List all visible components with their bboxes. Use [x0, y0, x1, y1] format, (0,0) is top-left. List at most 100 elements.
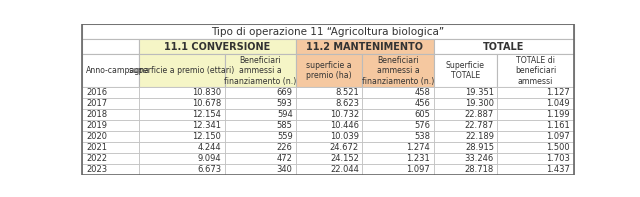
Text: 19.300: 19.300: [465, 99, 494, 108]
Bar: [83, 131, 139, 142]
Bar: [433, 131, 497, 142]
Text: 1.199: 1.199: [547, 110, 570, 119]
Text: 22.887: 22.887: [465, 110, 494, 119]
Text: 10.039: 10.039: [330, 132, 359, 141]
Bar: [362, 153, 433, 164]
Bar: [225, 54, 296, 87]
Text: Tipo di operazione 11 “Agricoltura biologica”: Tipo di operazione 11 “Agricoltura biolo…: [211, 27, 445, 37]
Bar: [139, 54, 225, 87]
Bar: [225, 153, 296, 164]
Text: 22.044: 22.044: [330, 165, 359, 174]
Text: Beneficiari
ammessi a
finanziamento (n.): Beneficiari ammessi a finanziamento (n.): [362, 56, 434, 85]
Text: 1.049: 1.049: [547, 99, 570, 108]
Bar: [83, 109, 139, 120]
Bar: [296, 142, 362, 153]
Text: TOTALE di
beneficiari
ammessi: TOTALE di beneficiari ammessi: [515, 56, 556, 85]
Text: 538: 538: [414, 132, 430, 141]
Text: 12.341: 12.341: [193, 121, 221, 130]
Bar: [362, 131, 433, 142]
Text: 8.623: 8.623: [335, 99, 359, 108]
Text: 1.161: 1.161: [547, 121, 570, 130]
Text: Anno-campagna: Anno-campagna: [86, 66, 150, 75]
Bar: [83, 164, 139, 175]
Bar: [362, 164, 433, 175]
Text: Superficie
TOTALE: Superficie TOTALE: [446, 61, 485, 81]
Text: 605: 605: [414, 110, 430, 119]
Bar: [83, 120, 139, 131]
Bar: [362, 54, 433, 87]
Text: 12.150: 12.150: [193, 132, 221, 141]
Bar: [296, 109, 362, 120]
Text: superficie a premio (ettari): superficie a premio (ettari): [129, 66, 234, 75]
Bar: [433, 109, 497, 120]
Bar: [225, 109, 296, 120]
Text: 1.231: 1.231: [406, 154, 430, 163]
Bar: [296, 87, 362, 98]
Text: 10.732: 10.732: [330, 110, 359, 119]
Bar: [139, 153, 225, 164]
Bar: [296, 39, 433, 54]
Text: 1.127: 1.127: [547, 88, 570, 97]
Text: 1.274: 1.274: [406, 143, 430, 152]
Bar: [296, 54, 362, 87]
Text: 4.244: 4.244: [198, 143, 221, 152]
Text: 2018: 2018: [86, 110, 107, 119]
Text: 593: 593: [276, 99, 292, 108]
Text: 28.718: 28.718: [465, 165, 494, 174]
Bar: [139, 87, 225, 98]
Bar: [433, 87, 497, 98]
Text: 340: 340: [276, 165, 292, 174]
Bar: [362, 142, 433, 153]
Bar: [139, 142, 225, 153]
Bar: [83, 39, 139, 54]
Text: 2020: 2020: [86, 132, 107, 141]
Bar: [139, 98, 225, 109]
Text: 458: 458: [414, 88, 430, 97]
Bar: [433, 164, 497, 175]
Bar: [433, 142, 497, 153]
Bar: [225, 98, 296, 109]
Text: 2019: 2019: [86, 121, 107, 130]
Text: 559: 559: [277, 132, 292, 141]
Bar: [225, 164, 296, 175]
Text: 9.094: 9.094: [198, 154, 221, 163]
Text: 576: 576: [414, 121, 430, 130]
Bar: [433, 153, 497, 164]
Bar: [139, 39, 296, 54]
Bar: [362, 98, 433, 109]
Bar: [362, 87, 433, 98]
Bar: [497, 98, 573, 109]
Bar: [83, 98, 139, 109]
Bar: [139, 131, 225, 142]
Bar: [497, 87, 573, 98]
Text: 594: 594: [277, 110, 292, 119]
Bar: [497, 142, 573, 153]
Bar: [497, 54, 573, 87]
Bar: [225, 87, 296, 98]
Bar: [225, 120, 296, 131]
Text: 1.437: 1.437: [546, 165, 570, 174]
Text: 2021: 2021: [86, 143, 107, 152]
Text: 12.154: 12.154: [193, 110, 221, 119]
Bar: [139, 120, 225, 131]
Text: 33.246: 33.246: [465, 154, 494, 163]
Bar: [433, 98, 497, 109]
Text: 585: 585: [276, 121, 292, 130]
Text: 11.1 CONVERSIONE: 11.1 CONVERSIONE: [164, 42, 271, 52]
Bar: [225, 142, 296, 153]
Bar: [296, 131, 362, 142]
Text: 8.521: 8.521: [335, 88, 359, 97]
Text: 22.189: 22.189: [465, 132, 494, 141]
Text: 1.500: 1.500: [547, 143, 570, 152]
Text: 22.787: 22.787: [465, 121, 494, 130]
Text: superficie a
premio (ha): superficie a premio (ha): [307, 61, 352, 81]
Text: 1.703: 1.703: [546, 154, 570, 163]
Bar: [362, 120, 433, 131]
Text: 1.097: 1.097: [547, 132, 570, 141]
Bar: [433, 120, 497, 131]
Text: 2022: 2022: [86, 154, 107, 163]
Text: 456: 456: [414, 99, 430, 108]
Bar: [225, 131, 296, 142]
Text: 2016: 2016: [86, 88, 107, 97]
Text: 10.830: 10.830: [192, 88, 221, 97]
